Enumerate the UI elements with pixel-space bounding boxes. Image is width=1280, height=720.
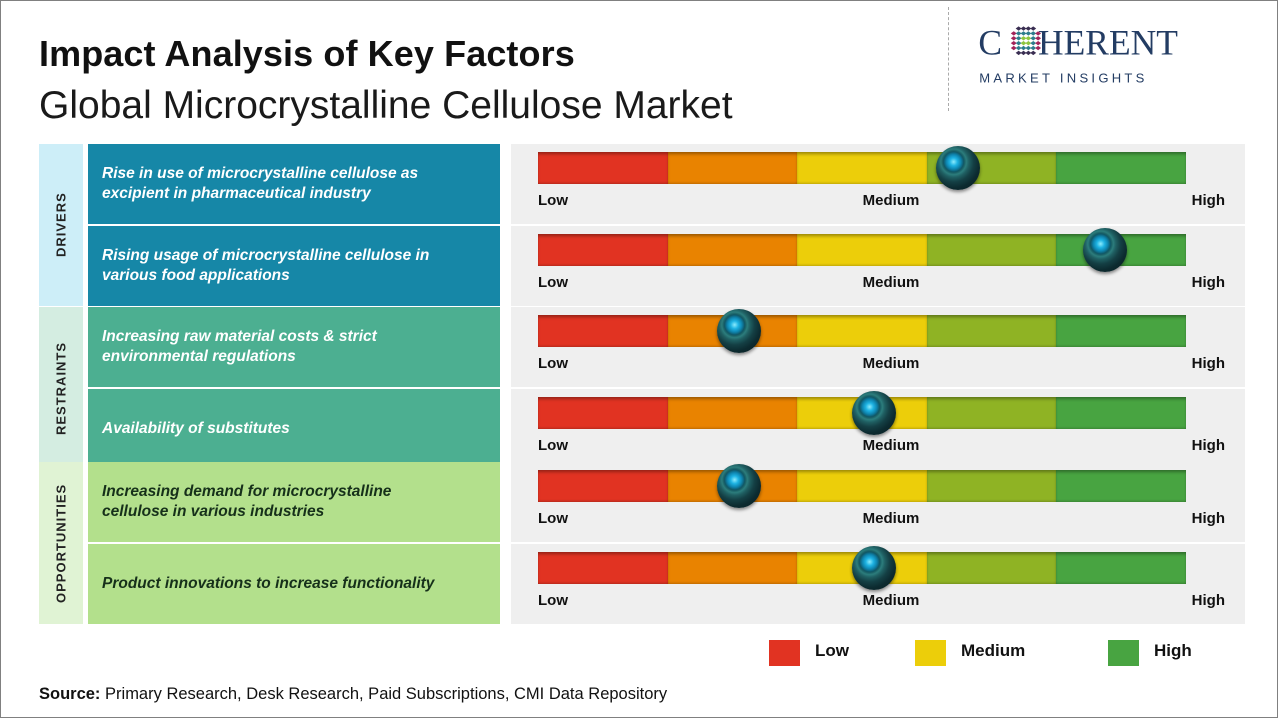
svg-text:HERENT: HERENT (1038, 23, 1178, 63)
svg-text:C: C (978, 23, 1001, 63)
svg-text:MARKET INSIGHTS: MARKET INSIGHTS (979, 71, 1147, 86)
